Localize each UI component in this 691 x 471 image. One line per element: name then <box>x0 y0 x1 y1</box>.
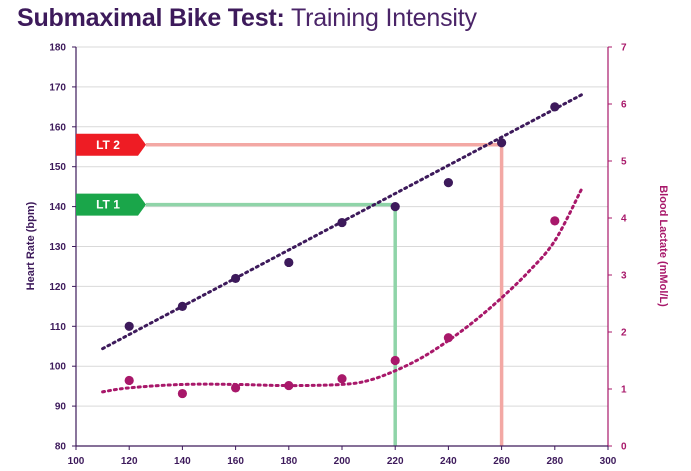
lactate-trendline <box>101 188 583 394</box>
heart-rate-point <box>390 202 400 212</box>
y-right-tick-label: 2 <box>621 328 627 339</box>
y-left-tick-label: 180 <box>49 43 66 54</box>
lactate-point <box>124 375 134 386</box>
chart-title-regular: Training Intensity <box>284 4 477 32</box>
y-left-tick-label: 140 <box>49 202 66 213</box>
grid-lines <box>76 46 608 407</box>
heart-rate-point <box>231 273 241 284</box>
x-tick-label: 120 <box>121 456 138 467</box>
y-left-tick-label: 120 <box>49 282 66 293</box>
x-tick-label: 180 <box>280 456 297 467</box>
lactate-point <box>337 374 347 384</box>
axes <box>72 46 612 450</box>
heart-rate-point <box>443 178 453 188</box>
threshold-flag <box>76 133 146 156</box>
x-tick-label: 240 <box>440 456 457 467</box>
x-tick-label: 200 <box>334 456 351 467</box>
threshold-flag-label: LT 2 <box>96 138 120 152</box>
y-left-tick-label: 130 <box>49 242 66 253</box>
threshold-flag <box>76 193 146 216</box>
heart-rate-point <box>337 217 347 228</box>
y-left-tick-label: 100 <box>49 362 66 373</box>
y-right-tick-label: 4 <box>621 214 627 225</box>
chart-title: Submaximal Bike Test: Training Intensity <box>17 4 477 33</box>
y-right-tick-label: 6 <box>621 100 627 111</box>
trend-lines <box>101 93 583 394</box>
y-left-tick-label: 110 <box>50 322 67 333</box>
heart-rate-point <box>550 102 560 112</box>
x-tick-label: 140 <box>174 456 191 467</box>
threshold-lines <box>146 143 504 446</box>
x-tick-label: 220 <box>387 456 404 467</box>
y-left-tick-label: 80 <box>55 442 67 453</box>
y-left-tick-label: 160 <box>49 122 66 133</box>
chart-title-bold: Submaximal Bike Test: <box>17 4 285 32</box>
threshold-flags: LT 1 LT 2 <box>76 133 146 216</box>
y-right-tick-label: 3 <box>621 271 627 282</box>
lactate-point <box>231 383 241 393</box>
x-tick-label: 300 <box>600 456 617 467</box>
y-left-tick-label: 170 <box>49 82 66 93</box>
tick-labels: 80 90 100 110 120 130 140 150 160 170 180 0 1 2 3 4 5 6 7 1… <box>49 43 627 468</box>
data-points <box>124 102 560 399</box>
x-tick-label: 100 <box>68 456 85 467</box>
x-tick-label: 160 <box>227 456 244 467</box>
y-axis-right-title: Blood Lactate (mMol/L) <box>657 185 669 307</box>
lactate-point <box>550 216 560 226</box>
lactate-point <box>390 355 400 366</box>
heart-rate-point <box>124 321 134 331</box>
y-left-tick-label: 90 <box>55 402 67 413</box>
y-right-tick-label: 0 <box>621 442 627 453</box>
threshold-flag-label: LT 1 <box>96 198 120 212</box>
y-left-tick-label: 150 <box>49 162 66 173</box>
y-right-tick-label: 5 <box>621 157 627 168</box>
lactate-point <box>443 333 453 343</box>
y-right-tick-label: 7 <box>621 43 627 54</box>
heart-rate-point <box>177 301 187 311</box>
lactate-point <box>177 388 187 399</box>
heart-rate-point <box>284 257 294 268</box>
lactate-point <box>284 380 294 391</box>
x-tick-label: 260 <box>493 456 510 467</box>
y-right-tick-label: 1 <box>621 385 627 396</box>
x-tick-label: 280 <box>546 456 563 467</box>
heart-rate-point <box>497 138 507 148</box>
y-axis-left-title: Heart Rate (bpm) <box>25 201 37 290</box>
